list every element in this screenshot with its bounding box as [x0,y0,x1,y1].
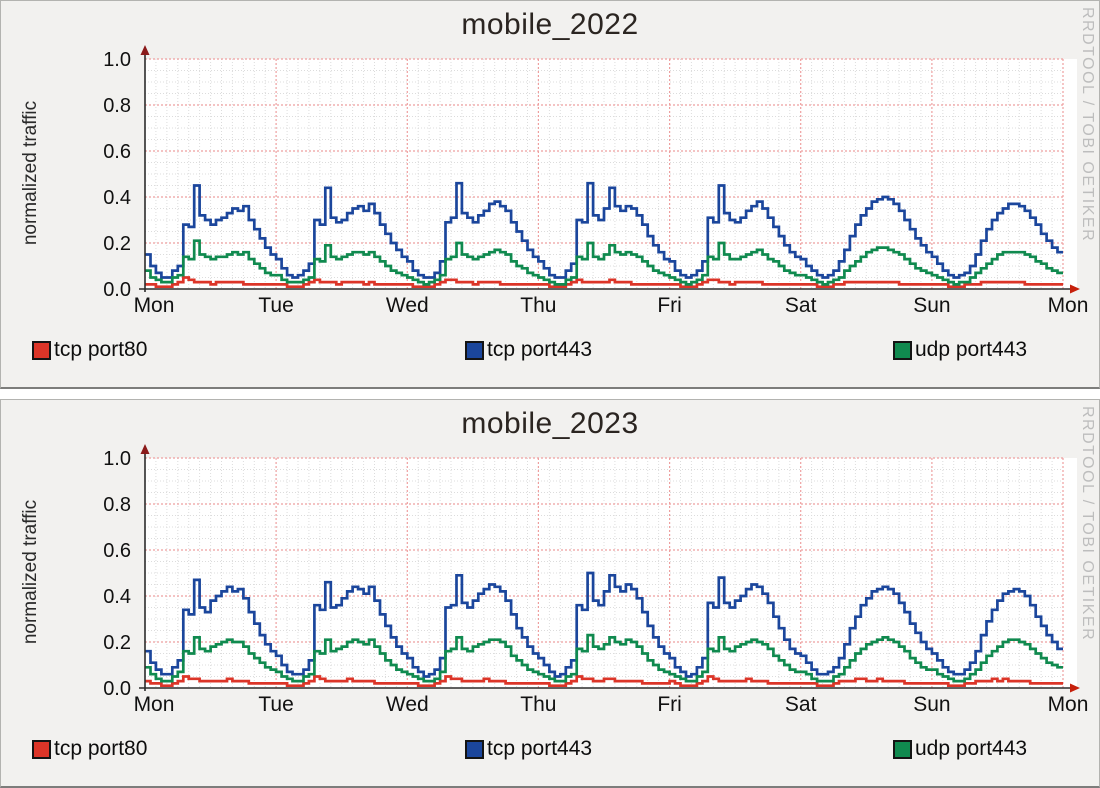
y-tick-label: 0.2 [103,233,131,255]
legend-swatch-green [893,739,912,759]
legend-item-udp-port443: udp port443 [893,339,1027,361]
y-tick-label: 0.2 [103,632,131,654]
y-axis-arrow [140,444,150,454]
y-tick-label: 0.6 [103,141,131,163]
series-line-tcp-port80 [145,276,1063,289]
series-line-tcp-port443 [145,181,1063,279]
legend-2023: tcp port80 tcp port443 udp port443 [1,738,1099,764]
legend-label: tcp port80 [54,338,148,361]
legend-item-tcp-port443: tcp port443 [465,738,592,760]
graph-panel-2022: mobile_2022 normalized traffic 1.0 0.8 0.6… [0,0,1100,389]
x-tick-label: Mon [1048,693,1089,716]
y-axis-arrow [140,45,150,55]
x-tick-label: Sat [785,294,817,317]
series-line-tcp-port80 [145,675,1063,688]
x-tick-label: Fri [657,693,682,716]
legend-swatch-blue [465,739,484,759]
legend-swatch-green [893,340,912,360]
legend-item-tcp-port443: tcp port443 [465,339,592,361]
series-line-udp-port443 [145,633,1063,683]
graph-panel-2023: mobile_2023 normalized traffic 1.0 0.8 0.6… [0,399,1100,788]
legend-label: udp port443 [915,338,1028,361]
legend-2022: tcp port80 tcp port443 udp port443 [1,339,1099,365]
y-tick-label: 0.4 [103,586,131,608]
x-tick-label: Mon [134,294,175,317]
x-axis-arrow [1070,284,1080,294]
y-tick-label: 1.0 [103,448,131,470]
x-tick-label: Sun [913,294,950,317]
legend-item-tcp-port80: tcp port80 [32,339,147,361]
y-tick-label: 1.0 [103,49,131,71]
y-tick-label: 0.4 [103,187,131,209]
x-tick-label: Wed [386,294,429,317]
chart-title-2022: mobile_2022 [461,8,639,41]
x-tick-label: Thu [520,294,556,317]
y-tick-label: 0.0 [103,678,131,700]
chart-title-2023: mobile_2023 [461,407,639,440]
x-axis-arrow [1070,683,1080,693]
legend-item-tcp-port80: tcp port80 [32,738,147,760]
legend-label: tcp port443 [487,338,593,361]
legend-swatch-red [32,739,51,759]
y-tick-label: 0.8 [103,494,131,516]
y-tick-label: 0.0 [103,279,131,301]
x-tick-label: Sat [785,693,817,716]
y-tick-label: 0.8 [103,95,131,117]
rrdtool-watermark: RRDTOOL / TOBI OETIKER [1079,7,1096,243]
legend-label: udp port443 [915,737,1028,760]
rrdtool-watermark: RRDTOOL / TOBI OETIKER [1079,406,1096,642]
legend-label: tcp port80 [54,737,148,760]
x-tick-label: Thu [520,693,556,716]
x-tick-label: Wed [386,693,429,716]
legend-label: tcp port443 [487,737,593,760]
legend-swatch-red [32,340,51,360]
series-line-udp-port443 [145,239,1063,286]
x-tick-label: Fri [657,294,682,317]
series-line-tcp-port443 [145,571,1063,678]
x-tick-label: Mon [1048,294,1089,317]
y-tick-label: 0.6 [103,540,131,562]
legend-item-udp-port443: udp port443 [893,738,1027,760]
x-tick-label: Tue [258,294,293,317]
x-tick-label: Mon [134,693,175,716]
x-tick-label: Sun [913,693,950,716]
x-tick-label: Tue [258,693,293,716]
legend-swatch-blue [465,340,484,360]
